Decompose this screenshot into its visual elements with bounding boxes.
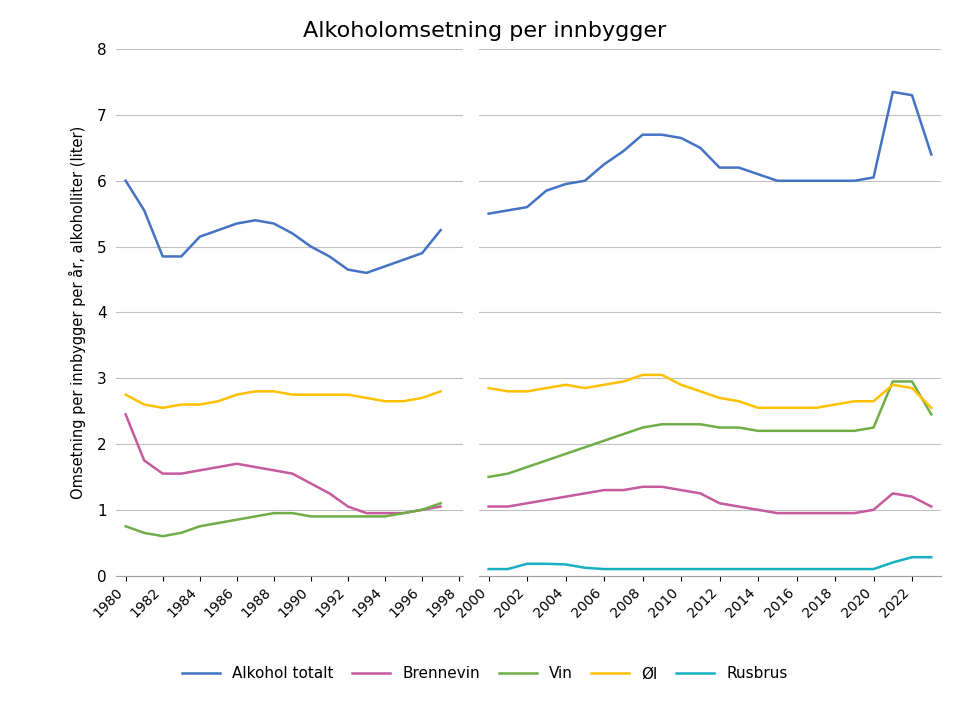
Brennevin <box>212 463 224 471</box>
Alkohol totalt <box>286 229 297 237</box>
Brennevin <box>324 489 335 498</box>
Brennevin <box>416 505 427 514</box>
Øl <box>249 388 261 396</box>
Alkohol totalt <box>157 252 169 260</box>
Text: Alkoholomsetning per innbygger: Alkoholomsetning per innbygger <box>303 21 666 41</box>
Brennevin <box>305 479 317 488</box>
Alkohol totalt <box>267 219 279 227</box>
Øl <box>286 390 297 399</box>
Vin <box>267 509 279 517</box>
Brennevin <box>360 509 372 517</box>
Brennevin <box>379 509 391 517</box>
Brennevin <box>267 466 279 475</box>
Alkohol totalt <box>379 262 391 270</box>
Brennevin <box>139 456 150 465</box>
Øl <box>139 400 150 409</box>
Vin <box>120 522 132 531</box>
Alkohol totalt <box>249 216 261 225</box>
Vin <box>249 512 261 521</box>
Øl <box>175 400 187 409</box>
Øl <box>416 394 427 402</box>
Vin <box>175 529 187 537</box>
Alkohol totalt <box>120 176 132 185</box>
Alkohol totalt <box>342 265 354 274</box>
Vin <box>379 512 391 521</box>
Vin <box>231 515 242 524</box>
Line: Brennevin: Brennevin <box>126 414 440 513</box>
Alkohol totalt <box>194 232 205 241</box>
Vin <box>157 532 169 541</box>
Brennevin <box>157 470 169 478</box>
Alkohol totalt <box>360 269 372 277</box>
Øl <box>120 390 132 399</box>
Y-axis label: Omsetning per innbygger per år, alkoholliter (liter): Omsetning per innbygger per år, alkoholl… <box>69 126 85 499</box>
Øl <box>397 397 409 406</box>
Alkohol totalt <box>175 252 187 260</box>
Alkohol totalt <box>305 242 317 251</box>
Øl <box>324 390 335 399</box>
Brennevin <box>342 503 354 511</box>
Alkohol totalt <box>416 249 427 258</box>
Alkohol totalt <box>397 256 409 264</box>
Alkohol totalt <box>139 206 150 215</box>
Brennevin <box>249 463 261 471</box>
Brennevin <box>120 410 132 418</box>
Vin <box>212 519 224 527</box>
Brennevin <box>286 470 297 478</box>
Øl <box>342 390 354 399</box>
Øl <box>434 388 446 396</box>
Vin <box>397 509 409 517</box>
Øl <box>360 394 372 402</box>
Vin <box>324 512 335 521</box>
Øl <box>157 404 169 412</box>
Vin <box>194 522 205 531</box>
Vin <box>305 512 317 521</box>
Øl <box>305 390 317 399</box>
Brennevin <box>231 460 242 468</box>
Øl <box>231 390 242 399</box>
Vin <box>434 499 446 508</box>
Øl <box>212 397 224 406</box>
Line: Vin: Vin <box>126 503 440 536</box>
Vin <box>342 512 354 521</box>
Brennevin <box>434 503 446 511</box>
Alkohol totalt <box>434 226 446 234</box>
Øl <box>379 397 391 406</box>
Alkohol totalt <box>324 252 335 260</box>
Line: Øl: Øl <box>126 392 440 408</box>
Vin <box>139 529 150 537</box>
Øl <box>267 388 279 396</box>
Alkohol totalt <box>231 219 242 227</box>
Vin <box>286 509 297 517</box>
Line: Alkohol totalt: Alkohol totalt <box>126 180 440 273</box>
Brennevin <box>175 470 187 478</box>
Legend: Alkohol totalt, Brennevin, Vin, Øl, Rusbrus: Alkohol totalt, Brennevin, Vin, Øl, Rusb… <box>175 660 794 687</box>
Vin <box>360 512 372 521</box>
Alkohol totalt <box>212 226 224 234</box>
Brennevin <box>397 509 409 517</box>
Brennevin <box>194 466 205 475</box>
Vin <box>416 505 427 514</box>
Øl <box>194 400 205 409</box>
